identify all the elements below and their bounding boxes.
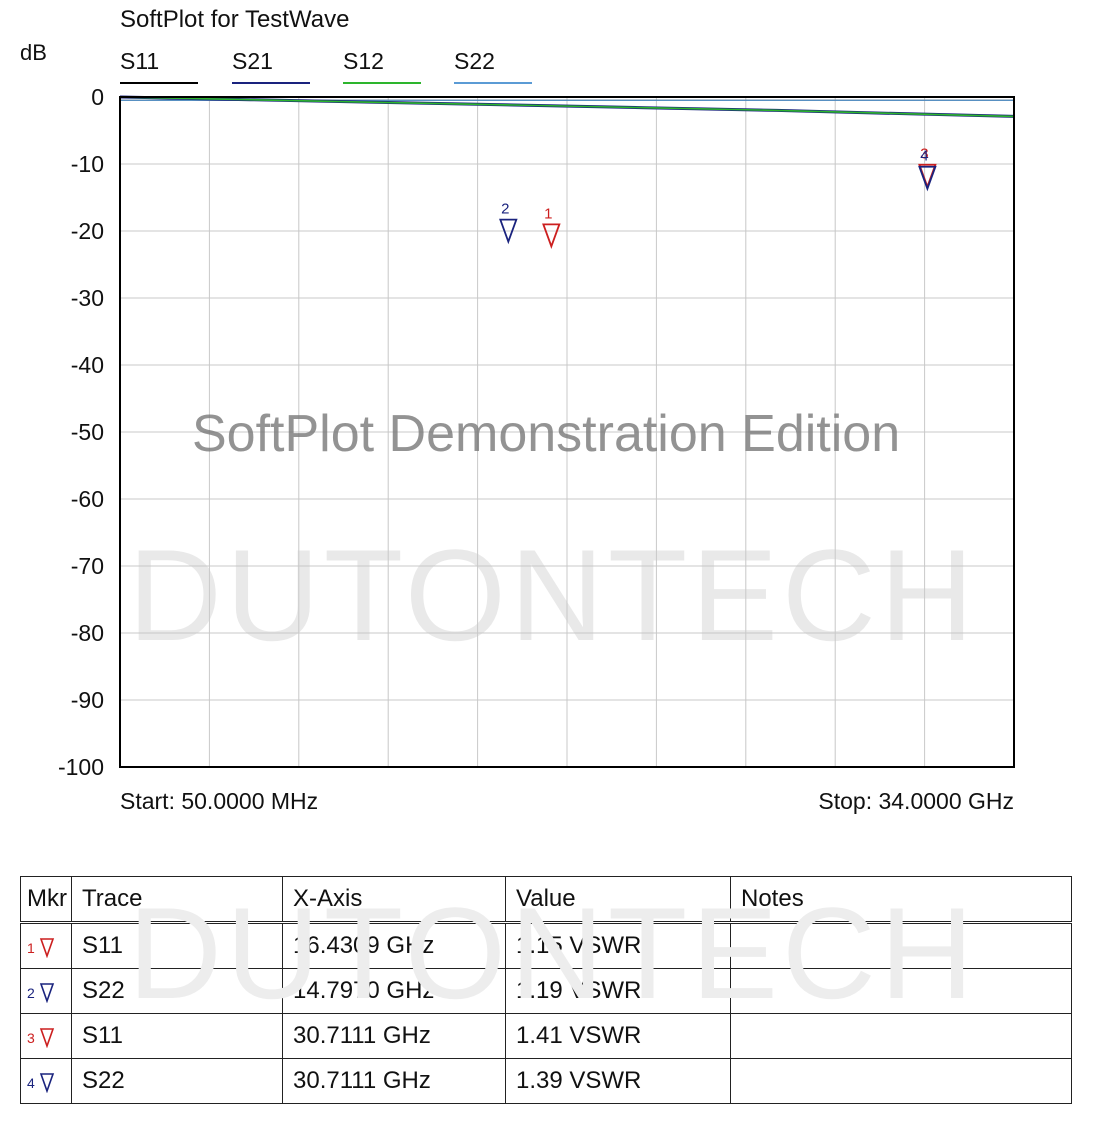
marker-number: 2 bbox=[27, 985, 35, 1001]
trace-cell: S22 bbox=[71, 968, 283, 1014]
stop-frequency-label: Stop: 34.0000 GHz bbox=[818, 788, 1014, 814]
legend-swatch bbox=[232, 82, 310, 84]
value-cell: 1.15 VSWR bbox=[505, 922, 731, 969]
y-tick-label: -50 bbox=[71, 419, 104, 445]
marker-3-label: 3 bbox=[920, 146, 928, 163]
table-row[interactable]: 1 S11 16.4309 GHz 1.15 VSWR bbox=[20, 922, 1072, 969]
grid bbox=[120, 97, 1014, 767]
y-tick-label: -40 bbox=[71, 352, 104, 378]
marker-2-label: 2 bbox=[501, 201, 509, 218]
column-header-mkr: Mkr bbox=[20, 876, 72, 924]
column-header-value: Value bbox=[505, 876, 731, 924]
legend-item-s22[interactable]: S22 bbox=[454, 48, 532, 84]
marker-triangle-icon bbox=[39, 1027, 54, 1048]
column-header-trace: Trace bbox=[71, 876, 283, 924]
x-axis-cell: 14.7970 GHz bbox=[282, 968, 506, 1014]
y-axis-unit-label: dB bbox=[20, 40, 47, 65]
table-row[interactable]: 2 S22 14.7970 GHz 1.19 VSWR bbox=[20, 968, 1072, 1014]
y-tick-label: -70 bbox=[71, 553, 104, 579]
marker-1-label: 1 bbox=[544, 205, 552, 222]
marker-triangle-icon bbox=[39, 937, 54, 958]
y-tick-label: -100 bbox=[58, 754, 104, 780]
y-tick-label: -60 bbox=[71, 486, 104, 512]
x-axis-cell: 30.7111 GHz bbox=[282, 1058, 506, 1104]
marker-table: Mkr Trace X-Axis Value Notes 1 S11 16.4309… bbox=[20, 876, 1072, 1104]
value-cell: 1.39 VSWR bbox=[505, 1058, 731, 1104]
trace-cell: S22 bbox=[71, 1058, 283, 1104]
trace-cell: S11 bbox=[71, 922, 283, 969]
traces bbox=[119, 95, 1015, 118]
legend-swatch bbox=[454, 82, 532, 84]
marker-1-triangle bbox=[542, 223, 561, 249]
y-tick-label: -20 bbox=[71, 218, 104, 244]
column-header-notes: Notes bbox=[730, 876, 1072, 924]
notes-cell bbox=[730, 1013, 1072, 1059]
marker-triangle-icon bbox=[39, 982, 54, 1003]
marker-cell: 3 bbox=[20, 1013, 72, 1059]
legend-item-s11[interactable]: S11 bbox=[120, 48, 198, 84]
marker-4-triangle bbox=[918, 165, 937, 192]
notes-cell bbox=[730, 968, 1072, 1014]
table-row[interactable]: 3 S11 30.7111 GHz 1.41 VSWR bbox=[20, 1013, 1072, 1059]
value-cell: 1.19 VSWR bbox=[505, 968, 731, 1014]
x-axis-cell: 30.7111 GHz bbox=[282, 1013, 506, 1059]
legend-label: S21 bbox=[232, 48, 273, 74]
chart-title: SoftPlot for TestWave bbox=[120, 6, 350, 33]
marker-cell: 1 bbox=[20, 922, 72, 969]
table-row[interactable]: 4 S22 30.7111 GHz 1.39 VSWR bbox=[20, 1058, 1072, 1104]
marker-number: 4 bbox=[27, 1075, 35, 1091]
legend-label: S12 bbox=[343, 48, 384, 74]
notes-cell bbox=[730, 922, 1072, 969]
plot-area: 0 -10 -20 -30 -40 -50 -60 -70 -80 -90 -100 1 2 34 bbox=[58, 84, 1015, 780]
y-tick-label: 0 bbox=[91, 84, 104, 110]
marker-number: 3 bbox=[27, 1030, 35, 1046]
y-tick-label: -30 bbox=[71, 285, 104, 311]
x-axis-cell: 16.4309 GHz bbox=[282, 922, 506, 969]
legend-label: S22 bbox=[454, 48, 495, 74]
start-frequency-label: Start: 50.0000 MHz bbox=[120, 788, 319, 814]
marker-number: 1 bbox=[27, 940, 35, 956]
marker-2-triangle bbox=[499, 218, 518, 245]
legend-item-s21[interactable]: S21 bbox=[232, 48, 310, 84]
legend-label: S11 bbox=[120, 48, 160, 74]
y-tick-label: -10 bbox=[71, 151, 104, 177]
y-tick-label: -80 bbox=[71, 620, 104, 646]
column-header-x-axis: X-Axis bbox=[282, 876, 506, 924]
table-header-row: Mkr Trace X-Axis Value Notes bbox=[20, 876, 1072, 924]
legend-item-s12[interactable]: S12 bbox=[343, 48, 421, 84]
legend-swatch bbox=[343, 82, 421, 84]
trace-s12 bbox=[119, 96, 1015, 118]
marker-triangle-icon bbox=[39, 1072, 54, 1093]
notes-cell bbox=[730, 1058, 1072, 1104]
marker-cell: 4 bbox=[20, 1058, 72, 1104]
legend-swatch bbox=[120, 82, 198, 84]
trace-cell: S11 bbox=[71, 1013, 283, 1059]
markers: 1 2 34 bbox=[499, 146, 937, 249]
marker-cell: 2 bbox=[20, 968, 72, 1014]
y-tick-label: -90 bbox=[71, 687, 104, 713]
marker-4-label: 4 bbox=[920, 148, 928, 165]
value-cell: 1.41 VSWR bbox=[505, 1013, 731, 1059]
y-axis-ticks: 0 -10 -20 -30 -40 -50 -60 -70 -80 -90 -100 bbox=[58, 84, 104, 780]
plot-frame bbox=[119, 96, 1015, 768]
